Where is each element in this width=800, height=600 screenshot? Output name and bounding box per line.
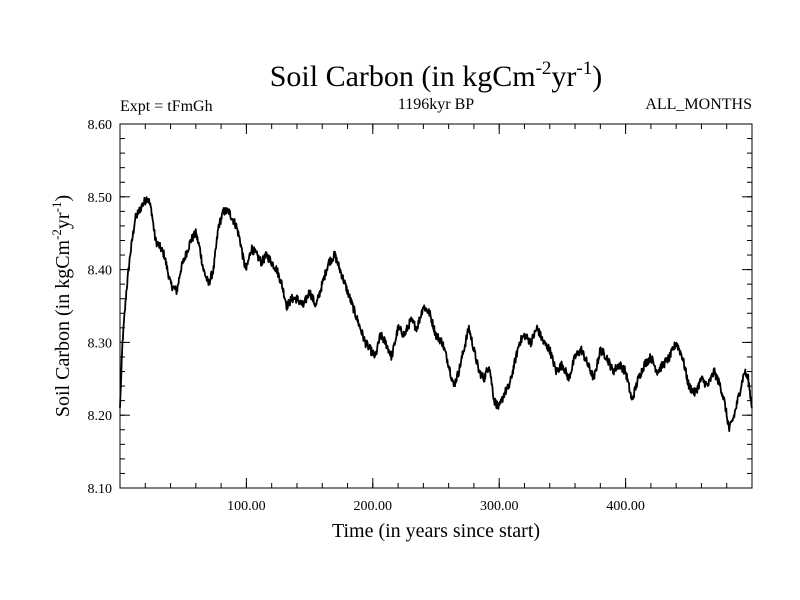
y-axis-label: Soil Carbon (in kgCm-2yr-1) — [49, 195, 74, 417]
x-tick-label: 300.00 — [480, 499, 519, 514]
period-label: 1196kyr BP — [398, 96, 474, 113]
experiment-label: Expt = tFmGh — [120, 98, 213, 115]
soil-carbon-series-line — [119, 196, 753, 432]
y-tick-label: 8.10 — [88, 482, 113, 497]
plot-frame — [119, 123, 753, 489]
x-axis-label: Time (in years since start) — [332, 520, 540, 542]
x-tick-label: 400.00 — [606, 499, 645, 514]
y-tick-label: 8.30 — [88, 336, 113, 351]
axis-tick-labels: 8.10 8.20 8.30 8.40 8.50 8.60 100.00 200.00 300.… — [88, 118, 645, 514]
y-tick-label: 8.20 — [88, 409, 113, 424]
x-tick-label: 100.00 — [227, 499, 266, 514]
plot-area — [119, 123, 753, 489]
months-label: ALL_MONTHS — [645, 96, 752, 113]
y-tick-label: 8.40 — [88, 264, 113, 279]
chart-title: Soil Carbon (in kgCm-2yr-1) — [270, 58, 603, 93]
y-tick-label: 8.50 — [88, 191, 113, 206]
y-tick-label: 8.60 — [88, 118, 113, 133]
x-tick-label: 200.00 — [354, 499, 393, 514]
axis-ticks — [120, 123, 752, 489]
